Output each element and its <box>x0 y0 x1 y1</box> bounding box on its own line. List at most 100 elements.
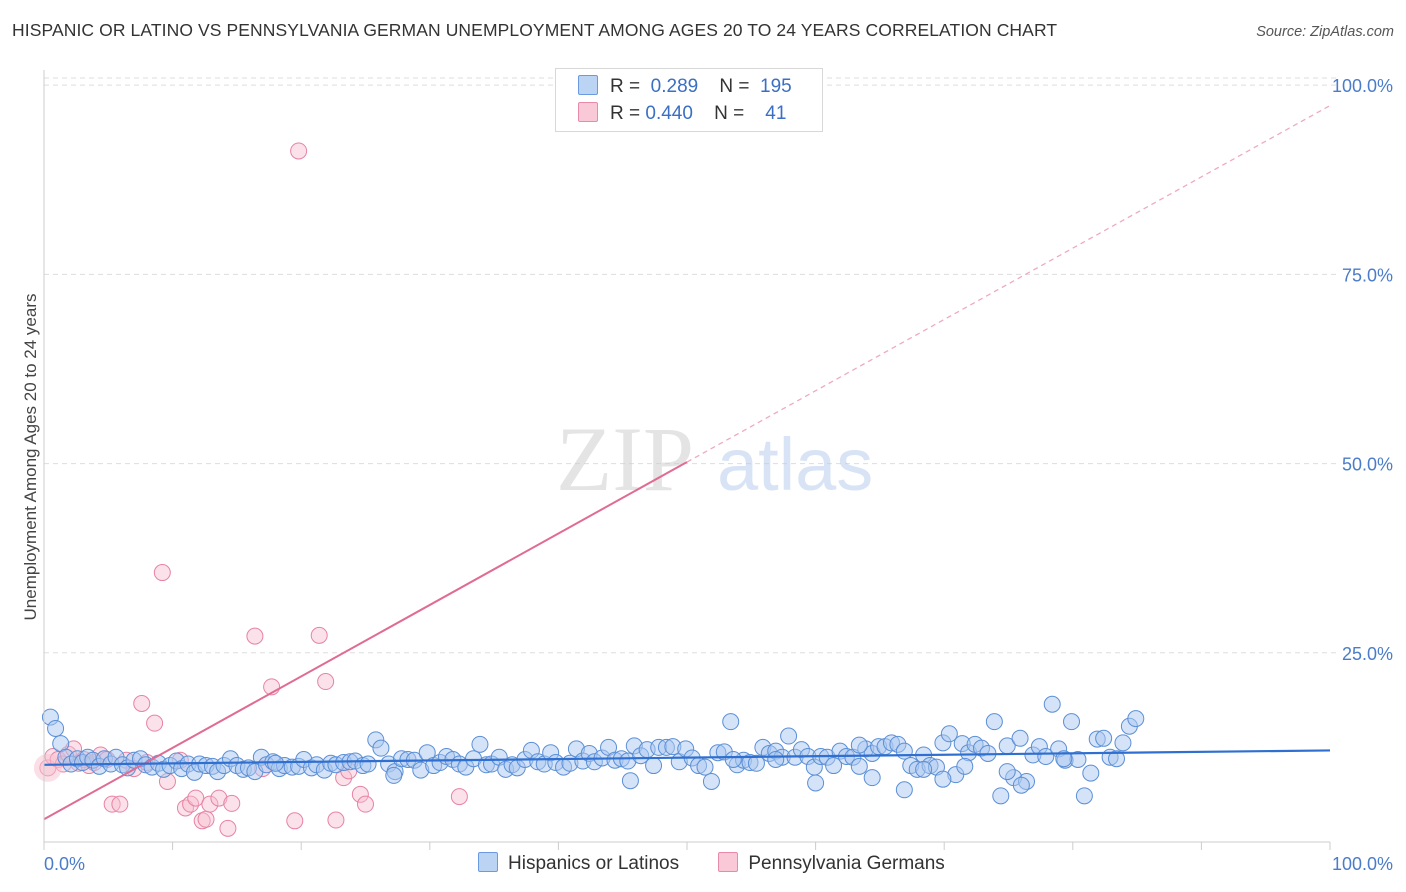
data-point-hispanic <box>895 742 913 760</box>
grid-lines: 25.0% 50.0% 75.0% 100.0% <box>44 76 1393 664</box>
n-label: N = <box>719 76 750 97</box>
data-point-pa-german <box>210 789 228 807</box>
data-point-hispanic <box>372 739 390 757</box>
x-tick-label: 0.0% <box>44 854 85 874</box>
data-point-hispanic <box>385 766 403 784</box>
n-value: 41 <box>765 103 787 124</box>
data-point-hispanic <box>1095 729 1113 747</box>
data-point-pa-german <box>317 673 335 691</box>
y-tick-label: 100.0% <box>1332 76 1393 96</box>
data-point-pa-german <box>310 626 328 644</box>
data-point-hispanic <box>1114 734 1132 752</box>
n-label: N = <box>714 103 745 124</box>
data-point-hispanic <box>850 757 868 775</box>
data-point-pa-german <box>351 785 369 803</box>
data-point-hispanic <box>915 760 933 778</box>
data-point-hispanic <box>1082 764 1100 782</box>
data-point-pa-german <box>111 795 129 813</box>
legend-item-hispanics[interactable]: Hispanics or Latinos <box>478 852 679 875</box>
r-value: 0.289 <box>650 76 699 97</box>
y-tick-label: 75.0% <box>1342 265 1393 285</box>
data-point-hispanic <box>934 770 952 788</box>
legend-label: Pennsylvania Germans <box>748 853 945 874</box>
legend-swatch-pink <box>718 852 739 872</box>
data-point-hispanic <box>696 758 714 776</box>
legend-item-pa-germans[interactable]: Pennsylvania Germans <box>718 852 945 875</box>
trend-line-pa-germans-extrapolated <box>686 105 1331 463</box>
data-point-pa-german <box>153 564 171 582</box>
legend-swatch-blue <box>478 852 498 872</box>
data-point-hispanic <box>940 725 958 743</box>
legend-swatch-blue <box>578 75 598 95</box>
watermark-zip: ZIP <box>556 408 694 510</box>
data-point-hispanic <box>807 774 825 792</box>
data-point-hispanic <box>1012 776 1030 794</box>
y-tick-label: 25.0% <box>1342 644 1393 664</box>
source-credit: Source: ZipAtlas.com <box>1256 24 1394 40</box>
data-point-hispanic <box>998 763 1016 781</box>
data-point-hispanic <box>747 754 765 772</box>
data-point-hispanic <box>863 769 881 787</box>
y-tick-label: 50.0% <box>1342 455 1393 475</box>
data-point-hispanic <box>985 713 1003 731</box>
data-point-pa-german <box>286 812 304 830</box>
data-point-hispanic <box>47 719 65 737</box>
x-tick-label: 100.0% <box>1332 854 1393 874</box>
data-point-pa-german <box>146 714 164 732</box>
data-point-pa-german <box>357 795 374 813</box>
axes: 0.0% 100.0% <box>43 70 1393 874</box>
data-point-pa-german <box>187 789 205 807</box>
data-point-pa-german <box>450 788 468 806</box>
r-label: R = <box>610 103 641 124</box>
legend-row-pa-germans: R = 0.440 N = 41 <box>578 102 786 126</box>
n-value: 195 <box>760 76 792 97</box>
legend-label: Hispanics or Latinos <box>508 853 680 874</box>
trend-lines <box>43 105 1331 821</box>
data-point-hispanic <box>1075 787 1093 805</box>
data-point-hispanic <box>780 727 798 745</box>
trend-line-pa-germans <box>43 461 688 821</box>
data-point-hispanic <box>471 735 489 753</box>
data-point-hispanic <box>724 751 742 769</box>
data-point-hispanic <box>359 755 377 773</box>
data-point-pa-german <box>290 142 308 160</box>
data-point-pa-german <box>133 694 151 712</box>
data-point-hispanic <box>992 787 1010 805</box>
data-point-hispanic <box>825 757 843 775</box>
data-point-hispanic <box>621 772 639 790</box>
data-point-pa-german <box>219 819 237 837</box>
data-point-hispanic <box>1127 710 1145 728</box>
data-point-hispanic <box>645 757 663 775</box>
data-point-hispanic <box>895 781 913 799</box>
series-hispanics-or-latinos <box>41 695 1145 805</box>
data-point-hispanic <box>850 736 868 754</box>
data-point-pa-german <box>197 810 215 828</box>
data-point-pa-german <box>246 627 264 645</box>
correlation-legend: R = 0.289 N = 195 R = 0.440 N = 41 <box>555 68 823 132</box>
data-point-pa-german <box>201 795 219 813</box>
legend-row-hispanics: R = 0.289 N = 195 <box>578 75 792 99</box>
series-pennsylvania-germans <box>33 76 611 837</box>
data-point-hispanic <box>1011 729 1029 747</box>
data-point-pa-german-large <box>33 753 62 782</box>
data-point-hispanic <box>956 757 974 775</box>
data-point-hispanic <box>1063 713 1081 731</box>
legend-swatch-pink <box>578 102 598 122</box>
r-value: 0.440 <box>645 103 693 124</box>
data-point-hispanic <box>1108 750 1126 768</box>
data-point-hispanic <box>1043 695 1061 713</box>
watermark-atlas: atlas <box>717 423 873 506</box>
chart-title: HISPANIC OR LATINO VS PENNSYLVANIA GERMA… <box>12 20 1058 40</box>
data-point-hispanic <box>767 751 785 769</box>
data-point-hispanic <box>702 772 720 790</box>
watermark: ZIP atlas <box>556 408 873 510</box>
r-label: R = <box>610 76 641 97</box>
series-legend: Hispanics or Latinos Pennsylvania German… <box>478 852 979 875</box>
data-point-hispanic <box>722 713 740 731</box>
trend-line-hispanics <box>43 749 1331 766</box>
data-point-hispanic <box>1055 750 1073 768</box>
y-axis-label: Unemployment Among Ages 20 to 24 years <box>21 294 40 621</box>
data-point-pa-german <box>327 811 345 829</box>
data-point-pa-german <box>223 794 241 812</box>
